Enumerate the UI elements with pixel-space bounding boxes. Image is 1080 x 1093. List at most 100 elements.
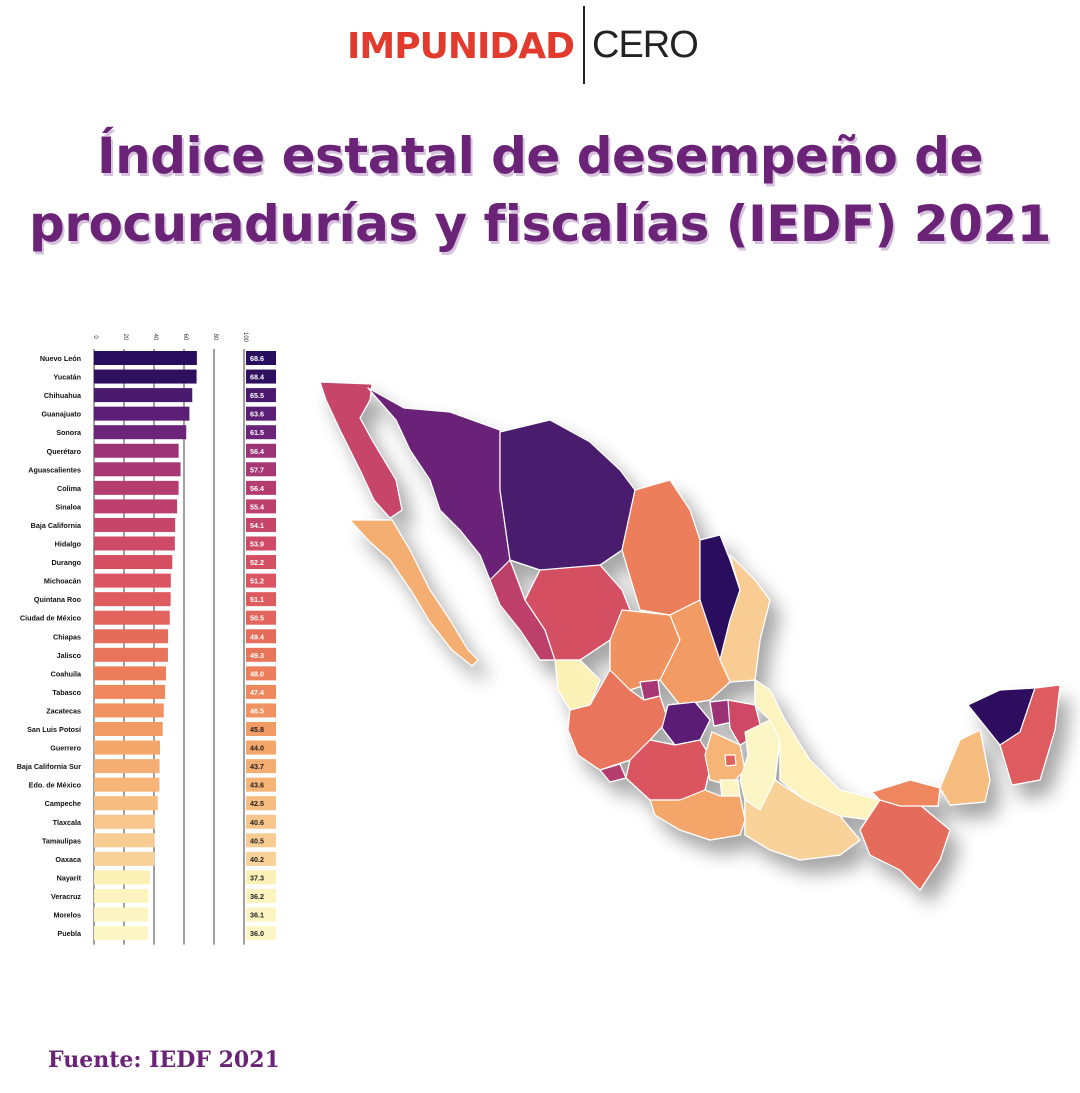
value-label: 56.4 xyxy=(250,484,264,493)
state-oaxaca xyxy=(744,779,861,861)
value-label-box xyxy=(246,888,276,903)
category-label: Quintana Roo xyxy=(34,595,82,604)
category-label: Yucatán xyxy=(53,373,81,382)
value-label: 46.5 xyxy=(250,706,264,715)
value-label-box xyxy=(246,351,276,365)
value-label: 56.4 xyxy=(250,447,264,456)
value-label: 68.4 xyxy=(250,373,264,382)
value-label: 37.3 xyxy=(250,873,264,882)
value-label: 40.6 xyxy=(250,818,264,827)
category-label: Durango xyxy=(51,558,81,567)
value-label: 40.2 xyxy=(250,855,264,864)
mexico-choropleth-map xyxy=(319,381,1061,891)
value-label: 49.4 xyxy=(250,632,264,641)
bar xyxy=(94,388,193,403)
category-label: Chihuahua xyxy=(44,391,82,400)
logo-cero: CERO xyxy=(592,24,699,66)
bar xyxy=(94,351,197,365)
state-baja-california xyxy=(319,381,403,519)
category-label: Edo. de México xyxy=(29,781,82,790)
category-label: Aguascalientes xyxy=(28,465,81,474)
title-line-1: Índice estatal de desempeño de xyxy=(97,127,983,185)
category-label: Chiapas xyxy=(53,632,81,641)
bar xyxy=(94,592,171,607)
state-campeche xyxy=(939,729,991,806)
value-label-box xyxy=(246,870,276,885)
value-label: 57.7 xyxy=(250,465,264,474)
category-label: Guanajuato xyxy=(41,410,81,419)
value-label-box xyxy=(246,796,276,811)
category-label: Tamaulipas xyxy=(42,836,81,845)
category-label: Jalisco xyxy=(57,651,82,660)
state-chiapas xyxy=(859,799,951,891)
state-guanajuato xyxy=(661,701,711,746)
value-label: 45.8 xyxy=(250,725,264,734)
value-label: 63.6 xyxy=(250,410,264,419)
category-label: Baja California xyxy=(31,521,82,530)
value-label-box xyxy=(246,833,276,848)
category-label: Tlaxcala xyxy=(53,818,82,827)
value-label-box xyxy=(246,406,276,421)
value-label-box xyxy=(246,480,276,495)
x-tick-label: 20 xyxy=(122,334,128,341)
category-label: Campeche xyxy=(45,799,81,808)
bar xyxy=(94,833,155,848)
state-quintana-roo xyxy=(999,684,1061,786)
value-label-box xyxy=(246,907,276,922)
bar xyxy=(94,369,197,384)
state-ciudad-de-mexico xyxy=(724,754,737,767)
category-label: Nayarit xyxy=(57,873,82,882)
category-label: Sinaloa xyxy=(55,502,82,511)
state-tabasco xyxy=(871,779,941,807)
value-label-box xyxy=(246,647,276,662)
value-label: 44.0 xyxy=(250,744,264,753)
bar xyxy=(94,443,179,458)
value-label-box xyxy=(246,610,276,625)
value-label-box xyxy=(246,740,276,755)
state-veracruz xyxy=(754,679,881,821)
bar xyxy=(94,425,187,440)
value-label-box xyxy=(246,369,276,384)
value-label: 47.4 xyxy=(250,688,264,697)
value-label: 50.5 xyxy=(250,614,264,623)
bar xyxy=(94,610,170,625)
category-label: Tabasco xyxy=(52,688,81,697)
value-label: 52.2 xyxy=(250,558,264,567)
category-label: Veracruz xyxy=(51,892,81,901)
category-label: Nuevo León xyxy=(40,354,81,363)
value-label: 36.0 xyxy=(250,929,264,938)
value-label-box xyxy=(246,851,276,866)
bar xyxy=(94,740,160,755)
value-label: 48.0 xyxy=(250,669,264,678)
bar xyxy=(94,851,155,866)
state-san-luis-potosi xyxy=(659,599,731,706)
value-label-box xyxy=(246,926,276,941)
value-label-box xyxy=(246,555,276,570)
bar xyxy=(94,517,176,532)
x-tick-label: 60 xyxy=(182,334,188,341)
x-tick-label: 40 xyxy=(152,334,158,341)
bar-chart: 0 20 40 60 80 100 Nuevo León 68.6 Yucatán 68.4 Chi… xyxy=(17,332,276,945)
bar xyxy=(94,814,155,829)
value-label: 55.4 xyxy=(250,502,264,511)
category-label: Puebla xyxy=(57,929,82,938)
state-morelos xyxy=(719,779,741,797)
state-coahuila xyxy=(621,479,701,616)
logo-impunidad: IMPUNIDAD xyxy=(347,26,575,67)
logo: IMPUNIDAD CERO xyxy=(0,0,1080,95)
value-label: 42.5 xyxy=(250,799,264,808)
value-label-box xyxy=(246,666,276,681)
value-label-box xyxy=(246,573,276,588)
x-tick-label: 100 xyxy=(242,332,248,343)
logo-divider xyxy=(583,6,585,84)
value-label-box xyxy=(246,443,276,458)
x-tick-label: 80 xyxy=(212,334,218,341)
state-baja-california-sur xyxy=(349,519,479,667)
value-label-box xyxy=(246,777,276,792)
value-label: 43.7 xyxy=(250,762,264,771)
value-label-box xyxy=(246,684,276,699)
bar xyxy=(94,870,150,885)
state-durango xyxy=(524,564,631,661)
category-label: San Luis Potosí xyxy=(27,725,82,734)
bar xyxy=(94,888,149,903)
